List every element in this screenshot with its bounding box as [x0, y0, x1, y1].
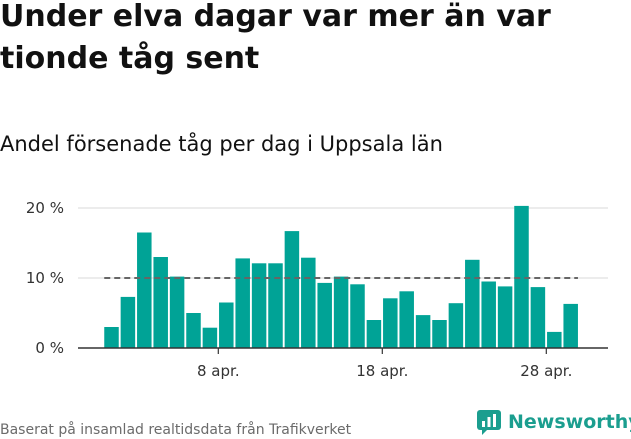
y-tick-label: 20 %: [26, 199, 64, 217]
source-note: Baserat på insamlad realtidsdata från Tr…: [0, 422, 352, 438]
bar: [251, 263, 267, 348]
bar: [530, 287, 546, 348]
bar: [235, 258, 250, 348]
x-tick-label: 18 apr.: [356, 362, 408, 380]
bar: [317, 282, 332, 348]
bar: [563, 303, 578, 348]
bar: [481, 281, 496, 348]
bar: [415, 315, 431, 348]
bar: [448, 303, 464, 348]
bar: [514, 205, 529, 348]
bar: [202, 327, 218, 348]
y-tick-label: 10 %: [26, 269, 64, 287]
bar: [284, 231, 300, 348]
bar: [465, 259, 480, 348]
bar: [497, 286, 513, 348]
bar: [219, 302, 234, 348]
newsworthy-chart-icon: [477, 410, 501, 435]
bar: [137, 232, 152, 348]
bar: [301, 257, 316, 348]
chart-subtitle: Andel försenade tåg per dag i Uppsala lä…: [0, 132, 443, 156]
bar: [169, 276, 185, 348]
x-tick-label: 8 apr.: [197, 362, 240, 380]
x-tick-label: 28 apr.: [520, 362, 572, 380]
bar-chart: 0 % 10 % 20 % 8 apr. 18 apr. 28 apr.: [26, 199, 608, 380]
newsworthy-logo: Newsworthy: [476, 407, 631, 437]
bar: [432, 320, 447, 348]
bar: [547, 331, 562, 348]
bar: [333, 276, 349, 348]
bar: [186, 313, 201, 348]
bar: [366, 320, 382, 348]
chart-title: Under elva dagar var mer än var tionde t…: [0, 0, 551, 76]
bar: [104, 327, 119, 348]
bar: [350, 284, 365, 348]
bar: [153, 257, 168, 348]
logo-text: Newsworthy: [508, 411, 631, 433]
bar: [383, 298, 398, 348]
bar: [120, 296, 136, 348]
bar: [399, 291, 414, 348]
y-tick-label: 0 %: [35, 339, 64, 357]
bar: [268, 263, 283, 348]
